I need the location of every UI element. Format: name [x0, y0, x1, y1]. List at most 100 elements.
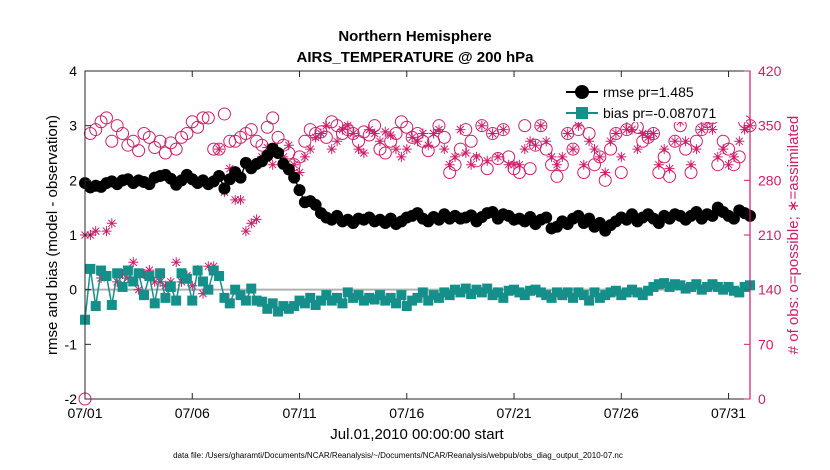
y-tick-label: 1 [69, 227, 77, 243]
x-tick-label: 07/06 [175, 405, 210, 421]
bias-point [171, 295, 182, 306]
bias-point [600, 290, 611, 301]
assimilated-obs-point [739, 124, 750, 135]
x-axis-ticks: 07/01 07/06 07/11 07/16 07/21 07/26 07/31 [67, 71, 746, 421]
possible-obs-point [105, 134, 119, 148]
bias-point [380, 295, 391, 306]
bias-point [643, 285, 654, 296]
assimilated-obs-point [299, 151, 310, 162]
assimilated-obs-point [353, 144, 364, 155]
bias-point [262, 303, 273, 314]
assimilated-obs-point [187, 280, 198, 291]
possible-obs-point [116, 126, 130, 140]
bias-point [90, 301, 101, 312]
possible-obs-point [99, 111, 113, 125]
bias-point [96, 265, 107, 276]
assimilated-obs-point [541, 136, 552, 147]
y2-tick-label: 420 [758, 63, 782, 79]
y-axis-ticks: -2 -1 0 1 2 3 4 [65, 63, 91, 407]
assimilated-obs-point [176, 276, 187, 287]
bias-point [627, 284, 638, 295]
bias-point [568, 292, 579, 303]
bias-point [342, 287, 353, 298]
assimilated-obs-point [267, 159, 278, 170]
possible-obs-point [266, 111, 280, 125]
bias-point [256, 296, 267, 307]
bias-point [326, 295, 337, 306]
bias-point [632, 287, 643, 298]
assimilated-obs-point [117, 269, 128, 279]
assimilated-obs-point [498, 124, 509, 135]
y-tick-label: 4 [69, 63, 77, 79]
assimilated-obs-point [648, 128, 659, 139]
bias-point [133, 268, 144, 279]
bias-point [541, 290, 552, 301]
rmse-point [218, 182, 231, 195]
bias-point [562, 287, 573, 298]
rmse-point [272, 147, 285, 159]
assimilated-obs-point [589, 144, 600, 155]
assimilated-obs-point [133, 284, 144, 295]
bias-point [589, 287, 600, 298]
bias-point [391, 298, 402, 309]
bias-point [675, 280, 686, 291]
assimilated-obs-point [428, 128, 439, 139]
assimilated-obs-point [514, 159, 525, 170]
bias-point [584, 295, 595, 306]
bias-point [369, 294, 380, 305]
assimilated-obs-point [90, 226, 101, 237]
assimilated-obs-point [305, 144, 316, 155]
bias-point [439, 287, 450, 298]
assimilated-obs-point [643, 132, 654, 143]
assimilated-obs-point [509, 159, 519, 170]
x-axis-label: Jul.01,2010 00:00:00 start [330, 426, 504, 443]
bias-point [155, 268, 166, 279]
possible-obs-point [464, 134, 478, 148]
possible-obs-point [389, 126, 403, 140]
bias-point [332, 292, 343, 303]
x-tick-label: 07/11 [283, 405, 317, 421]
possible-obs-point [212, 142, 226, 156]
plot-area [85, 71, 750, 399]
assimilated-obs-point [519, 144, 530, 155]
bias-point [224, 298, 235, 309]
assimilated-obs-point [627, 124, 637, 135]
bias-series [80, 263, 755, 325]
assimilated-obs-point [128, 257, 139, 268]
y2-tick-label: 210 [758, 227, 782, 243]
bias-point [610, 285, 621, 296]
possible-obs-point [180, 126, 194, 140]
possible-obs-point [518, 119, 532, 133]
bias-point [235, 290, 246, 301]
assimilated-obs-point [310, 132, 321, 143]
bias-point [428, 290, 439, 301]
bias-point [433, 292, 444, 303]
bias-point [460, 283, 471, 294]
possible-obs-point [453, 142, 467, 156]
assimilated-obs-point [391, 144, 401, 155]
x-tick-label: 07/21 [497, 405, 532, 421]
legend-box [560, 78, 746, 122]
assimilated-obs-point [707, 124, 718, 135]
possible-obs-point [475, 119, 489, 133]
bias-point [315, 295, 326, 306]
bias-point [364, 292, 375, 303]
bias-point [412, 292, 423, 303]
bias-point [294, 295, 305, 306]
assimilated-obs-point [240, 226, 251, 237]
bias-point [444, 290, 455, 301]
bias-point [696, 284, 707, 295]
bias-point [728, 285, 739, 296]
x-tick-label: 07/01 [67, 405, 102, 421]
possible-obs-point [496, 123, 510, 137]
possible-obs-point [593, 150, 607, 164]
assimilated-obs-point [224, 163, 235, 174]
bias-point [197, 276, 208, 287]
possible-obs-point [169, 142, 183, 156]
assimilated-obs-point [112, 276, 123, 287]
bias-point [503, 285, 514, 296]
bias-point [283, 303, 294, 314]
bias-point [739, 281, 750, 292]
bias-point [348, 292, 359, 303]
